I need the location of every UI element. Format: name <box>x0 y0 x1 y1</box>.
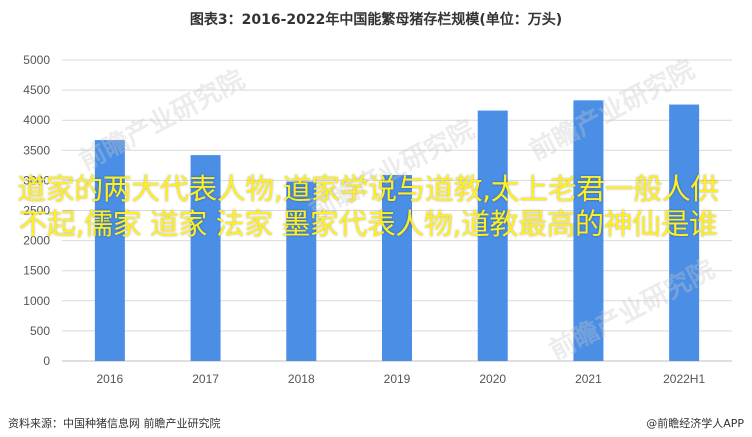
y-tick-label: 4000 <box>23 113 50 127</box>
bar-2022H1 <box>669 104 700 361</box>
x-tick-label: 2019 <box>384 372 411 386</box>
y-tick-label: 5000 <box>23 53 50 67</box>
x-tick-label: 2016 <box>97 372 124 386</box>
x-tick-label: 2022H1 <box>663 372 705 386</box>
bar-2020 <box>477 110 508 362</box>
x-tick-label: 2018 <box>288 372 315 386</box>
y-tick-label: 1500 <box>23 264 50 278</box>
y-tick-label: 1000 <box>23 294 50 308</box>
bar-2017 <box>190 155 221 361</box>
x-tick-label: 2020 <box>479 372 506 386</box>
bar-2021 <box>573 100 604 362</box>
y-tick-label: 3500 <box>23 143 50 157</box>
bar-2018 <box>286 181 317 361</box>
overlay-headline: 道家的两大代表人物,道家学说与道教,太上老君一般人供不起,儒家 道家 法家 墨家… <box>17 172 719 241</box>
bar-2016 <box>94 140 125 361</box>
y-tick-label: 2000 <box>23 234 50 248</box>
y-tick-label: 500 <box>30 324 50 338</box>
x-tick-label: 2021 <box>575 372 602 386</box>
bar-2019 <box>382 174 412 361</box>
chart-title: 图表3：2016-2022年中国能繁母猪存栏规模(单位：万头) <box>190 11 562 28</box>
y-tick-label: 4500 <box>23 83 50 97</box>
y-tick-label: 0 <box>43 354 50 368</box>
source-note: 资料来源：中国种猪信息网 前瞻产业研究院 <box>8 417 221 430</box>
y-tick-label: 2500 <box>23 204 50 218</box>
credit-note: @前瞻经济学人APP <box>646 417 744 430</box>
x-tick-label: 2017 <box>192 372 219 386</box>
y-tick-label: 3000 <box>23 173 50 187</box>
